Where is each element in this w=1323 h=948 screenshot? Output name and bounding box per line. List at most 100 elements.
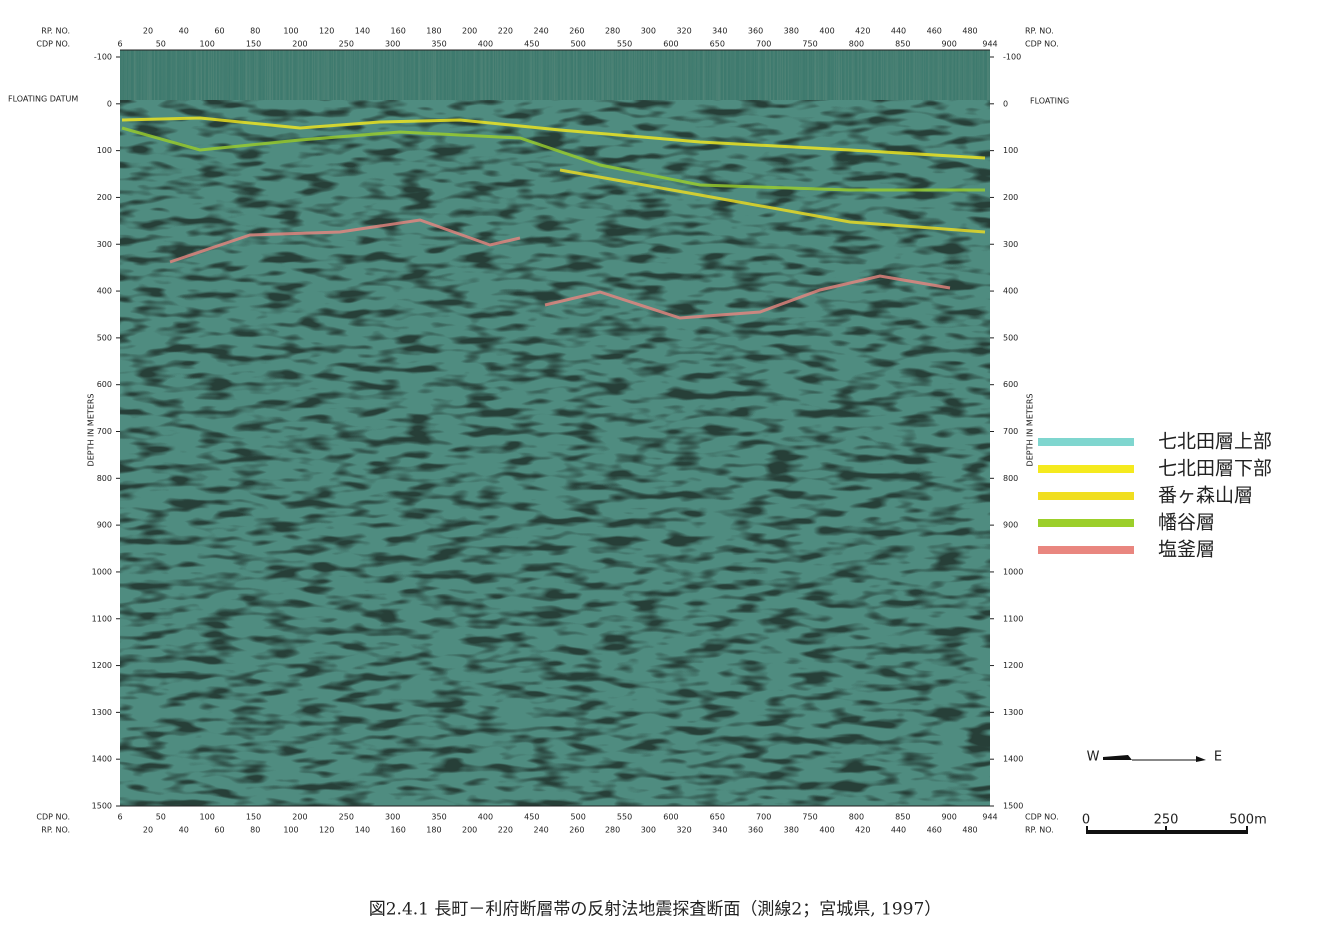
cdp-tick-label: 6 [117,813,122,822]
rp-tick-label: 220 [498,27,513,36]
rp-tick-label: 200 [462,27,477,36]
rp-tick-label: 380 [784,826,799,835]
depth-tick-label: 500 [97,333,112,342]
legend-swatch [1038,465,1134,473]
cdp-tick-label: 350 [431,813,446,822]
depth-tick-label: 100 [97,146,112,155]
rp-tick-label: 400 [819,27,834,36]
cdp-tick-label: 800 [849,813,864,822]
cdp-tick-label: 750 [802,813,817,822]
scale-east: E [1214,750,1222,765]
rp-tick-label: 320 [676,27,691,36]
rp-tick-label: 320 [676,826,691,835]
depth-tick-label: 600 [1003,380,1018,389]
scale-tick: 0 [1082,813,1090,828]
rp-tick-label: 60 [214,826,224,835]
rp-tick-label: 360 [748,826,763,835]
depth-tick-label: 600 [97,380,112,389]
horizon [559,168,986,234]
rp-label: RP. NO. [41,826,70,835]
depth-tick-label: 400 [1003,287,1018,296]
depth-tick-label: 200 [1003,193,1018,202]
horizon [121,116,986,160]
rp-tick-label: 80 [250,27,260,36]
cdp-tick-label: 850 [895,813,910,822]
cdp-tick-label: 650 [710,813,725,822]
rp-tick-label: 140 [355,826,370,835]
cdp-tick-label: 300 [385,40,400,49]
legend-swatch [1038,546,1134,554]
rp-tick-label: 440 [891,27,906,36]
rp-label: RP. NO. [1025,27,1054,36]
cdp-tick-label: 700 [756,813,771,822]
rp-tick-label: 280 [605,27,620,36]
rp-tick-label: 400 [819,826,834,835]
cdp-label: CDP NO. [1025,813,1059,822]
rp-tick-label: 180 [426,826,441,835]
cdp-tick-label: 600 [663,813,678,822]
rp-tick-label: 480 [962,27,977,36]
rp-tick-label: 360 [748,27,763,36]
rp-tick-label: 460 [927,826,942,835]
scale-west: W [1087,750,1100,765]
rp-tick-label: 340 [712,27,727,36]
rp-tick-label: 80 [250,826,260,835]
legend-swatch [1038,492,1134,500]
cdp-tick-label: 450 [524,813,539,822]
horizon [121,126,985,192]
rp-label: RP. NO. [41,27,70,36]
depth-tick-label: 0 [107,99,112,108]
depth-tick-label: 1100 [1003,614,1023,623]
cdp-tick-label: 150 [246,40,261,49]
rp-tick-label: 20 [143,826,153,835]
cdp-tick-label: 700 [756,40,771,49]
cdp-tick-label: 500 [571,40,586,49]
top-band-texture [120,50,990,100]
cdp-tick-label: 850 [895,40,910,49]
north-arrow [1103,755,1132,760]
depth-tick-label: 400 [97,287,112,296]
depth-tick-label: 1500 [1003,802,1023,811]
depth-tick-label: 1500 [92,802,112,811]
rp-tick-label: 440 [891,826,906,835]
rp-tick-label: 100 [283,826,298,835]
cdp-tick-label: 600 [663,40,678,49]
depth-label: DEPTH IN METERS [87,394,96,467]
depth-tick-label: 0 [1003,99,1008,108]
cdp-tick-label: 650 [710,40,725,49]
rp-tick-label: 340 [712,826,727,835]
legend-swatch [1038,519,1134,527]
legend-label: 塩釜層 [1158,539,1215,561]
cdp-tick-label: 200 [292,813,307,822]
depth-tick-label: 1000 [92,567,112,576]
rp-tick-label: 280 [605,826,620,835]
rp-tick-label: 200 [462,826,477,835]
cdp-tick-label: 200 [292,40,307,49]
legend-label: 七北田層下部 [1158,458,1272,480]
legend-swatch [1038,438,1134,446]
horizon [544,274,951,320]
depth-tick-label: 900 [1003,521,1018,530]
scale-tick: 250 [1154,813,1179,828]
legend-label: 番ヶ森山層 [1158,485,1253,507]
cdp-tick-label: 6 [117,40,122,49]
depth-tick-label: 900 [97,521,112,530]
rp-tick-label: 260 [569,826,584,835]
cdp-tick-label: 100 [200,40,215,49]
scale-bar-tick [1086,826,1088,834]
depth-label: DEPTH IN METERS [1026,394,1035,467]
cdp-tick-label: 400 [478,40,493,49]
cdp-tick-label: 250 [339,40,354,49]
cdp-tick-label: 550 [617,40,632,49]
rp-tick-label: 40 [179,27,189,36]
legend-label: 七北田層上部 [1158,431,1272,453]
rp-tick-label: 300 [641,826,656,835]
scale-tick: 500m [1229,813,1266,828]
rp-tick-label: 140 [355,27,370,36]
scale-bar-tick [1246,826,1248,834]
cdp-tick-label: 944 [982,813,997,822]
rp-tick-label: 180 [426,27,441,36]
cdp-tick-label: 450 [524,40,539,49]
floating-datum: FLOATING DATUM [8,95,78,104]
